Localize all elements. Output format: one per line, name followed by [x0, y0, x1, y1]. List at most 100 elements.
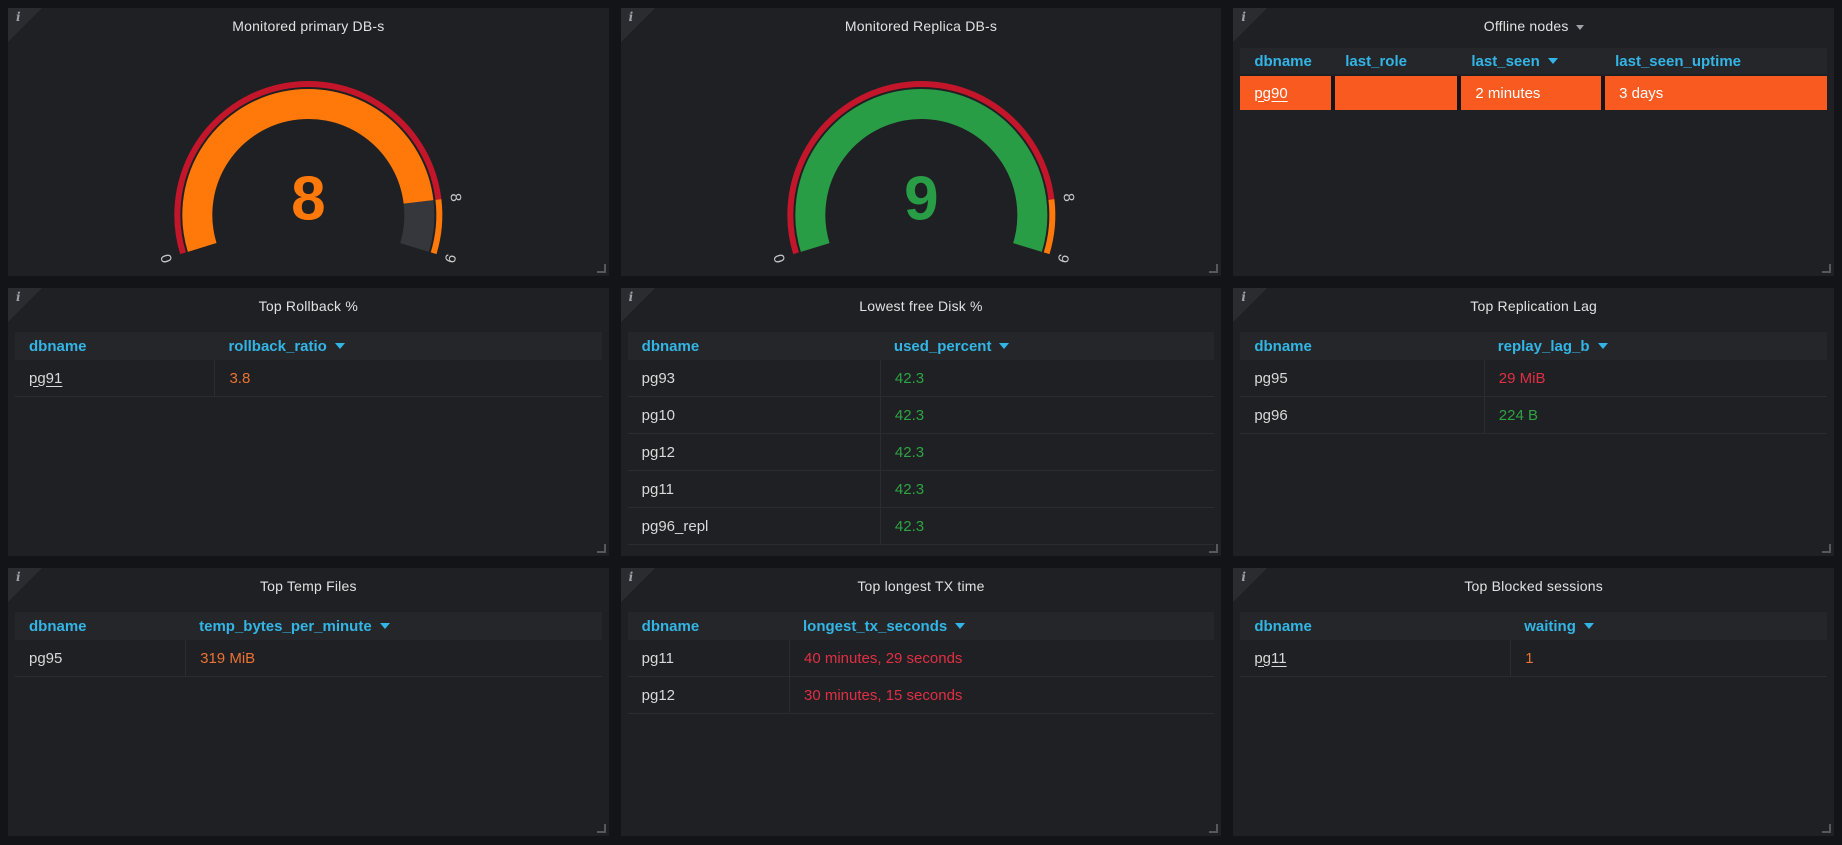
- panel-resize-handle[interactable]: [1209, 264, 1219, 273]
- gauge-threshold-ring-low: [786, 81, 1055, 255]
- panel-title-text: Top Rollback %: [258, 298, 358, 314]
- panel-info-corner[interactable]: [620, 288, 655, 322]
- sort-caret-icon: [1597, 343, 1608, 349]
- panel-title-text: Top Replication Lag: [1470, 298, 1598, 314]
- table-header-row: dbname rollback_ratio: [15, 332, 602, 360]
- panel-resize-handle[interactable]: [1822, 824, 1831, 833]
- table-cell: 3.8: [214, 360, 601, 396]
- table-cell: pg11: [628, 640, 789, 676]
- column-header-label: rollback_ratio: [228, 337, 327, 355]
- sort-caret-icon: [1583, 623, 1594, 629]
- panel-resize-handle[interactable]: [1209, 544, 1219, 553]
- panel-info-corner[interactable]: [620, 8, 655, 42]
- column-header-label: dbname: [29, 617, 87, 635]
- table-cell: 42.3: [879, 471, 1214, 507]
- table-cell: pg11: [1240, 640, 1510, 676]
- table-cell: [1331, 76, 1458, 110]
- column-header-label: last_role: [1345, 52, 1407, 70]
- panel-title[interactable]: Top Replication Lag: [1233, 288, 1834, 322]
- cell-value: 42.3: [894, 369, 925, 387]
- column-header-label: waiting: [1524, 617, 1576, 635]
- column-header-rollback_ratio[interactable]: rollback_ratio: [214, 338, 601, 355]
- info-icon: i: [16, 290, 21, 304]
- column-header-dbname[interactable]: dbname: [1240, 338, 1483, 355]
- column-header-longest_tx_seconds[interactable]: longest_tx_seconds: [789, 618, 1214, 635]
- column-header-dbname[interactable]: dbname: [15, 338, 214, 355]
- panel-resize-handle[interactable]: [596, 264, 606, 273]
- tx-time-table: dbname longest_tx_seconds pg11 40 minutes, …: [627, 612, 1215, 714]
- table-cell: 29 MiB: [1483, 360, 1827, 396]
- column-header-label: dbname: [1254, 52, 1312, 70]
- panel-top-blocked-sessions: i Top Blocked sessions dbname waiting pg11…: [1233, 568, 1834, 836]
- column-header-last_role[interactable]: last_role: [1331, 53, 1457, 70]
- column-header-dbname[interactable]: dbname: [1240, 53, 1331, 70]
- column-header-label: last_seen: [1471, 52, 1540, 70]
- panel-title[interactable]: Top Blocked sessions: [1233, 568, 1834, 602]
- column-header-label: dbname: [641, 337, 700, 355]
- table-cell: pg11: [628, 471, 880, 507]
- table-header-row: dbname temp_bytes_per_minute: [15, 612, 602, 640]
- panel-monitored-replica-dbs: i Monitored Replica DB-s 0 8 9 9: [620, 8, 1222, 276]
- panel-info-corner[interactable]: [1233, 288, 1268, 322]
- offline-nodes-table: dbname last_role last_seen last_seen_uptime…: [1240, 48, 1827, 110]
- db-link[interactable]: pg11: [1254, 649, 1287, 667]
- panel-title[interactable]: Offline nodes: [1233, 8, 1834, 42]
- gauge-value-arc: [182, 89, 434, 252]
- db-link[interactable]: pg90: [1254, 84, 1288, 102]
- panel-resize-handle[interactable]: [1822, 544, 1831, 553]
- column-header-dbname[interactable]: dbname: [1240, 618, 1510, 635]
- column-header-replay_lag_b[interactable]: replay_lag_b: [1484, 338, 1827, 355]
- table-cell: pg96_repl: [628, 508, 880, 544]
- table-cell: 224 B: [1483, 397, 1827, 433]
- panel-title[interactable]: Monitored primary DB-s: [8, 8, 609, 42]
- table-row: pg93 42.3: [627, 360, 1215, 397]
- panel-title[interactable]: Top Rollback %: [8, 288, 609, 322]
- panel-info-corner[interactable]: [8, 288, 42, 322]
- table-cell: 3 days: [1601, 76, 1827, 110]
- gauge-threshold-label: 8: [446, 192, 464, 202]
- cell-value: 319 MiB: [200, 649, 256, 667]
- panel-menu-caret-icon[interactable]: [1575, 24, 1584, 30]
- panel-title[interactable]: Top longest TX time: [621, 568, 1222, 602]
- column-header-label: dbname: [1254, 617, 1312, 635]
- column-header-waiting[interactable]: waiting: [1510, 618, 1827, 635]
- column-header-label: dbname: [29, 337, 87, 355]
- panel-top-longest-tx-time: i Top longest TX time dbname longest_tx_s…: [620, 568, 1222, 836]
- db-link[interactable]: pg91: [29, 369, 63, 387]
- panel-resize-handle[interactable]: [596, 544, 606, 553]
- info-icon: i: [1241, 290, 1246, 304]
- cell-value: pg93: [641, 369, 676, 387]
- panel-title-text: Top Temp Files: [259, 578, 357, 594]
- column-header-dbname[interactable]: dbname: [628, 618, 789, 635]
- panel-title[interactable]: Monitored Replica DB-s: [621, 8, 1222, 42]
- table-cell: 42.3: [879, 508, 1214, 544]
- sort-caret-icon: [955, 623, 966, 629]
- cell-value: pg11: [641, 649, 674, 667]
- lowest-disk-table: dbname used_percent pg93 42.3 pg10 42.3 pg12 42…: [627, 332, 1215, 545]
- panel-resize-handle[interactable]: [1822, 264, 1831, 273]
- panel-title-text: Lowest free Disk %: [859, 298, 983, 314]
- cell-value: 2 minutes: [1475, 84, 1541, 102]
- panel-title[interactable]: Top Temp Files: [8, 568, 609, 602]
- table-row: pg11 40 minutes, 29 seconds: [627, 640, 1215, 677]
- column-header-temp_bytes_per_minute[interactable]: temp_bytes_per_minute: [185, 618, 602, 635]
- info-icon: i: [628, 290, 634, 304]
- panel-title[interactable]: Lowest free Disk %: [621, 288, 1222, 322]
- column-header-used_percent[interactable]: used_percent: [880, 338, 1214, 355]
- column-header-label: replay_lag_b: [1497, 337, 1590, 355]
- column-header-last_seen[interactable]: last_seen: [1457, 53, 1601, 70]
- table-row: pg95 29 MiB: [1240, 360, 1827, 397]
- panel-info-corner[interactable]: [620, 568, 655, 602]
- panel-info-corner[interactable]: [1233, 8, 1268, 42]
- column-header-label: dbname: [1254, 337, 1312, 355]
- gauge-threshold-ring-low: [174, 81, 442, 255]
- column-header-dbname[interactable]: dbname: [628, 338, 880, 355]
- panel-resize-handle[interactable]: [596, 824, 606, 833]
- panel-info-corner[interactable]: [8, 568, 42, 602]
- panel-info-corner[interactable]: [8, 8, 42, 42]
- column-header-dbname[interactable]: dbname: [15, 618, 185, 635]
- panel-info-corner[interactable]: [1233, 568, 1268, 602]
- column-header-last_seen_uptime[interactable]: last_seen_uptime: [1601, 53, 1827, 70]
- panel-resize-handle[interactable]: [1209, 824, 1219, 833]
